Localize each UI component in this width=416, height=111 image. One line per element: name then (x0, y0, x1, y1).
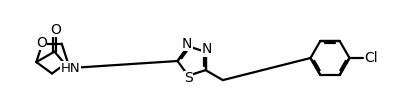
Text: O: O (50, 23, 61, 37)
Text: N: N (182, 37, 192, 51)
Text: Cl: Cl (364, 51, 378, 65)
Text: S: S (184, 71, 193, 85)
Text: HN: HN (61, 62, 80, 75)
Text: N: N (201, 42, 212, 56)
Text: O: O (36, 36, 47, 50)
